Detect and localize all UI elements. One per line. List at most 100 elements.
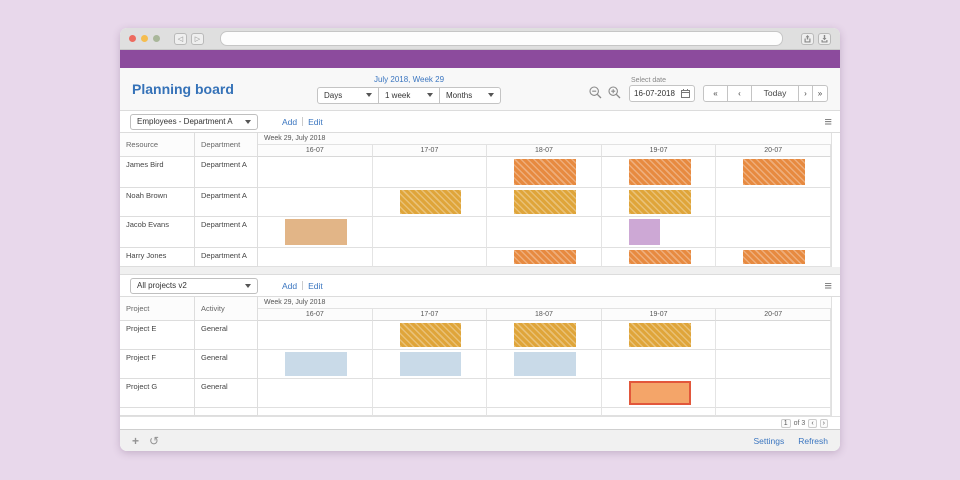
browser-back-button[interactable]: ◁ xyxy=(174,32,187,45)
refresh-link[interactable]: Refresh xyxy=(798,436,828,446)
day-header: 19-07 xyxy=(601,145,717,157)
timeline-cell xyxy=(487,217,602,248)
maximize-window-icon[interactable] xyxy=(153,35,160,42)
timeline-row xyxy=(258,188,831,217)
timeline-cell xyxy=(487,188,602,217)
project-filter-dropdown[interactable]: All projects v2 xyxy=(130,277,258,294)
row-name: Harry Jones xyxy=(120,248,195,267)
week-group-header: Week 29, July 2018 xyxy=(258,133,831,145)
menu-icon[interactable]: ≡ xyxy=(824,113,832,129)
page-number-box[interactable]: 1 xyxy=(780,418,791,428)
timeline-cell xyxy=(487,379,602,408)
chevron-down-icon xyxy=(245,283,251,288)
scrollbar-track[interactable] xyxy=(831,297,840,416)
timeline-cell xyxy=(716,217,831,248)
timeline-cell xyxy=(601,217,717,248)
projects-panel: All projects v2 Add Edit ≡ Project Activ… xyxy=(120,275,840,429)
schedule-block-gold[interactable] xyxy=(514,323,576,347)
download-icon[interactable] xyxy=(818,32,831,45)
next-button[interactable]: › xyxy=(798,84,813,102)
months-dropdown-label: Months xyxy=(446,90,473,100)
schedule-block-gold[interactable] xyxy=(399,323,462,347)
settings-link[interactable]: Settings xyxy=(753,436,785,446)
timeline-row xyxy=(258,217,831,248)
address-bar[interactable] xyxy=(220,31,783,46)
page-count-label: of 3 xyxy=(793,419,806,427)
date-nav-group: « ‹ Today › » xyxy=(703,84,828,102)
schedule-block-gold[interactable] xyxy=(628,190,691,214)
timeline-cell xyxy=(258,217,373,248)
column-header-department: Department xyxy=(195,133,258,157)
panel-separator xyxy=(120,267,840,275)
edit-project-link[interactable]: Edit xyxy=(308,280,323,291)
timeline-row xyxy=(258,350,831,379)
page-prev-button[interactable]: ‹ xyxy=(808,418,817,428)
schedule-block-orange[interactable] xyxy=(743,250,806,264)
days-dropdown[interactable]: Days xyxy=(317,86,379,104)
row-category: Department A xyxy=(195,157,258,188)
schedule-block-orange[interactable] xyxy=(514,159,576,185)
label-row: Project F General xyxy=(120,350,258,379)
schedule-block-gold[interactable] xyxy=(399,190,462,214)
page-next-button[interactable]: › xyxy=(819,418,828,428)
schedule-block-gold[interactable] xyxy=(628,323,691,347)
timeline-cell xyxy=(258,188,373,217)
close-window-icon[interactable] xyxy=(129,35,136,42)
timeline-cell xyxy=(716,188,831,217)
menu-icon[interactable]: ≡ xyxy=(824,277,832,293)
schedule-block-gold[interactable] xyxy=(514,190,576,214)
timeline-cell xyxy=(258,350,373,379)
timeline-cell xyxy=(258,408,373,416)
zoom-out-icon[interactable] xyxy=(589,85,602,99)
schedule-block-purple[interactable] xyxy=(628,219,660,245)
schedule-block-selected[interactable] xyxy=(628,381,691,405)
timeline-row xyxy=(258,157,831,188)
add-project-link[interactable]: Add xyxy=(282,280,298,291)
schedule-block-orange[interactable] xyxy=(628,159,691,185)
first-page-button[interactable]: « xyxy=(703,84,728,102)
share-icon[interactable] xyxy=(801,32,814,45)
schedule-block-orange[interactable] xyxy=(514,250,576,264)
range-dropdown[interactable]: 1 week xyxy=(378,86,440,104)
resources-panel: Employees - Department A Add Edit ≡ Reso… xyxy=(120,111,840,267)
timeline-cell xyxy=(372,217,488,248)
timeline-cell xyxy=(487,350,602,379)
schedule-block-blue[interactable] xyxy=(284,352,347,376)
months-dropdown[interactable]: Months xyxy=(439,86,501,104)
previous-button[interactable]: ‹ xyxy=(727,84,752,102)
timeline-cell xyxy=(487,157,602,188)
day-header: 19-07 xyxy=(601,309,717,321)
timeline-cell xyxy=(372,248,488,267)
undo-icon[interactable]: ↺ xyxy=(149,434,160,448)
schedule-block-blue[interactable] xyxy=(514,352,576,376)
calendar-icon[interactable] xyxy=(681,88,690,98)
resource-filter-dropdown[interactable]: Employees - Department A xyxy=(130,113,258,130)
schedule-block-tan[interactable] xyxy=(284,219,347,245)
minimize-window-icon[interactable] xyxy=(141,35,148,42)
days-dropdown-label: Days xyxy=(324,90,343,100)
timeline-cell xyxy=(601,157,717,188)
timeline-cell xyxy=(487,408,602,416)
edit-resource-link[interactable]: Edit xyxy=(308,116,323,127)
window-controls xyxy=(129,35,160,42)
timeline-cell xyxy=(487,248,602,267)
scrollbar-track[interactable] xyxy=(831,133,840,267)
timeline-cell xyxy=(601,379,717,408)
week-group-header: Week 29, July 2018 xyxy=(258,297,831,309)
add-booking-icon[interactable]: + xyxy=(132,434,140,448)
timeline-cell xyxy=(716,350,831,379)
schedule-block-orange[interactable] xyxy=(743,159,806,185)
chevron-down-icon xyxy=(366,93,372,97)
browser-forward-button[interactable]: ▷ xyxy=(191,32,204,45)
timeline-cell xyxy=(716,248,831,267)
browser-chrome: ◁ ▷ xyxy=(120,28,840,50)
add-resource-link[interactable]: Add xyxy=(282,116,298,127)
date-input[interactable]: 16-07-2018 xyxy=(629,84,695,102)
today-button[interactable]: Today xyxy=(751,84,799,102)
timeline-cell xyxy=(601,408,717,416)
schedule-block-orange[interactable] xyxy=(628,250,691,264)
zoom-in-icon[interactable] xyxy=(608,85,621,99)
last-page-button[interactable]: » xyxy=(812,84,828,102)
label-row: Noah Brown Department A xyxy=(120,188,258,217)
schedule-block-blue[interactable] xyxy=(399,352,462,376)
